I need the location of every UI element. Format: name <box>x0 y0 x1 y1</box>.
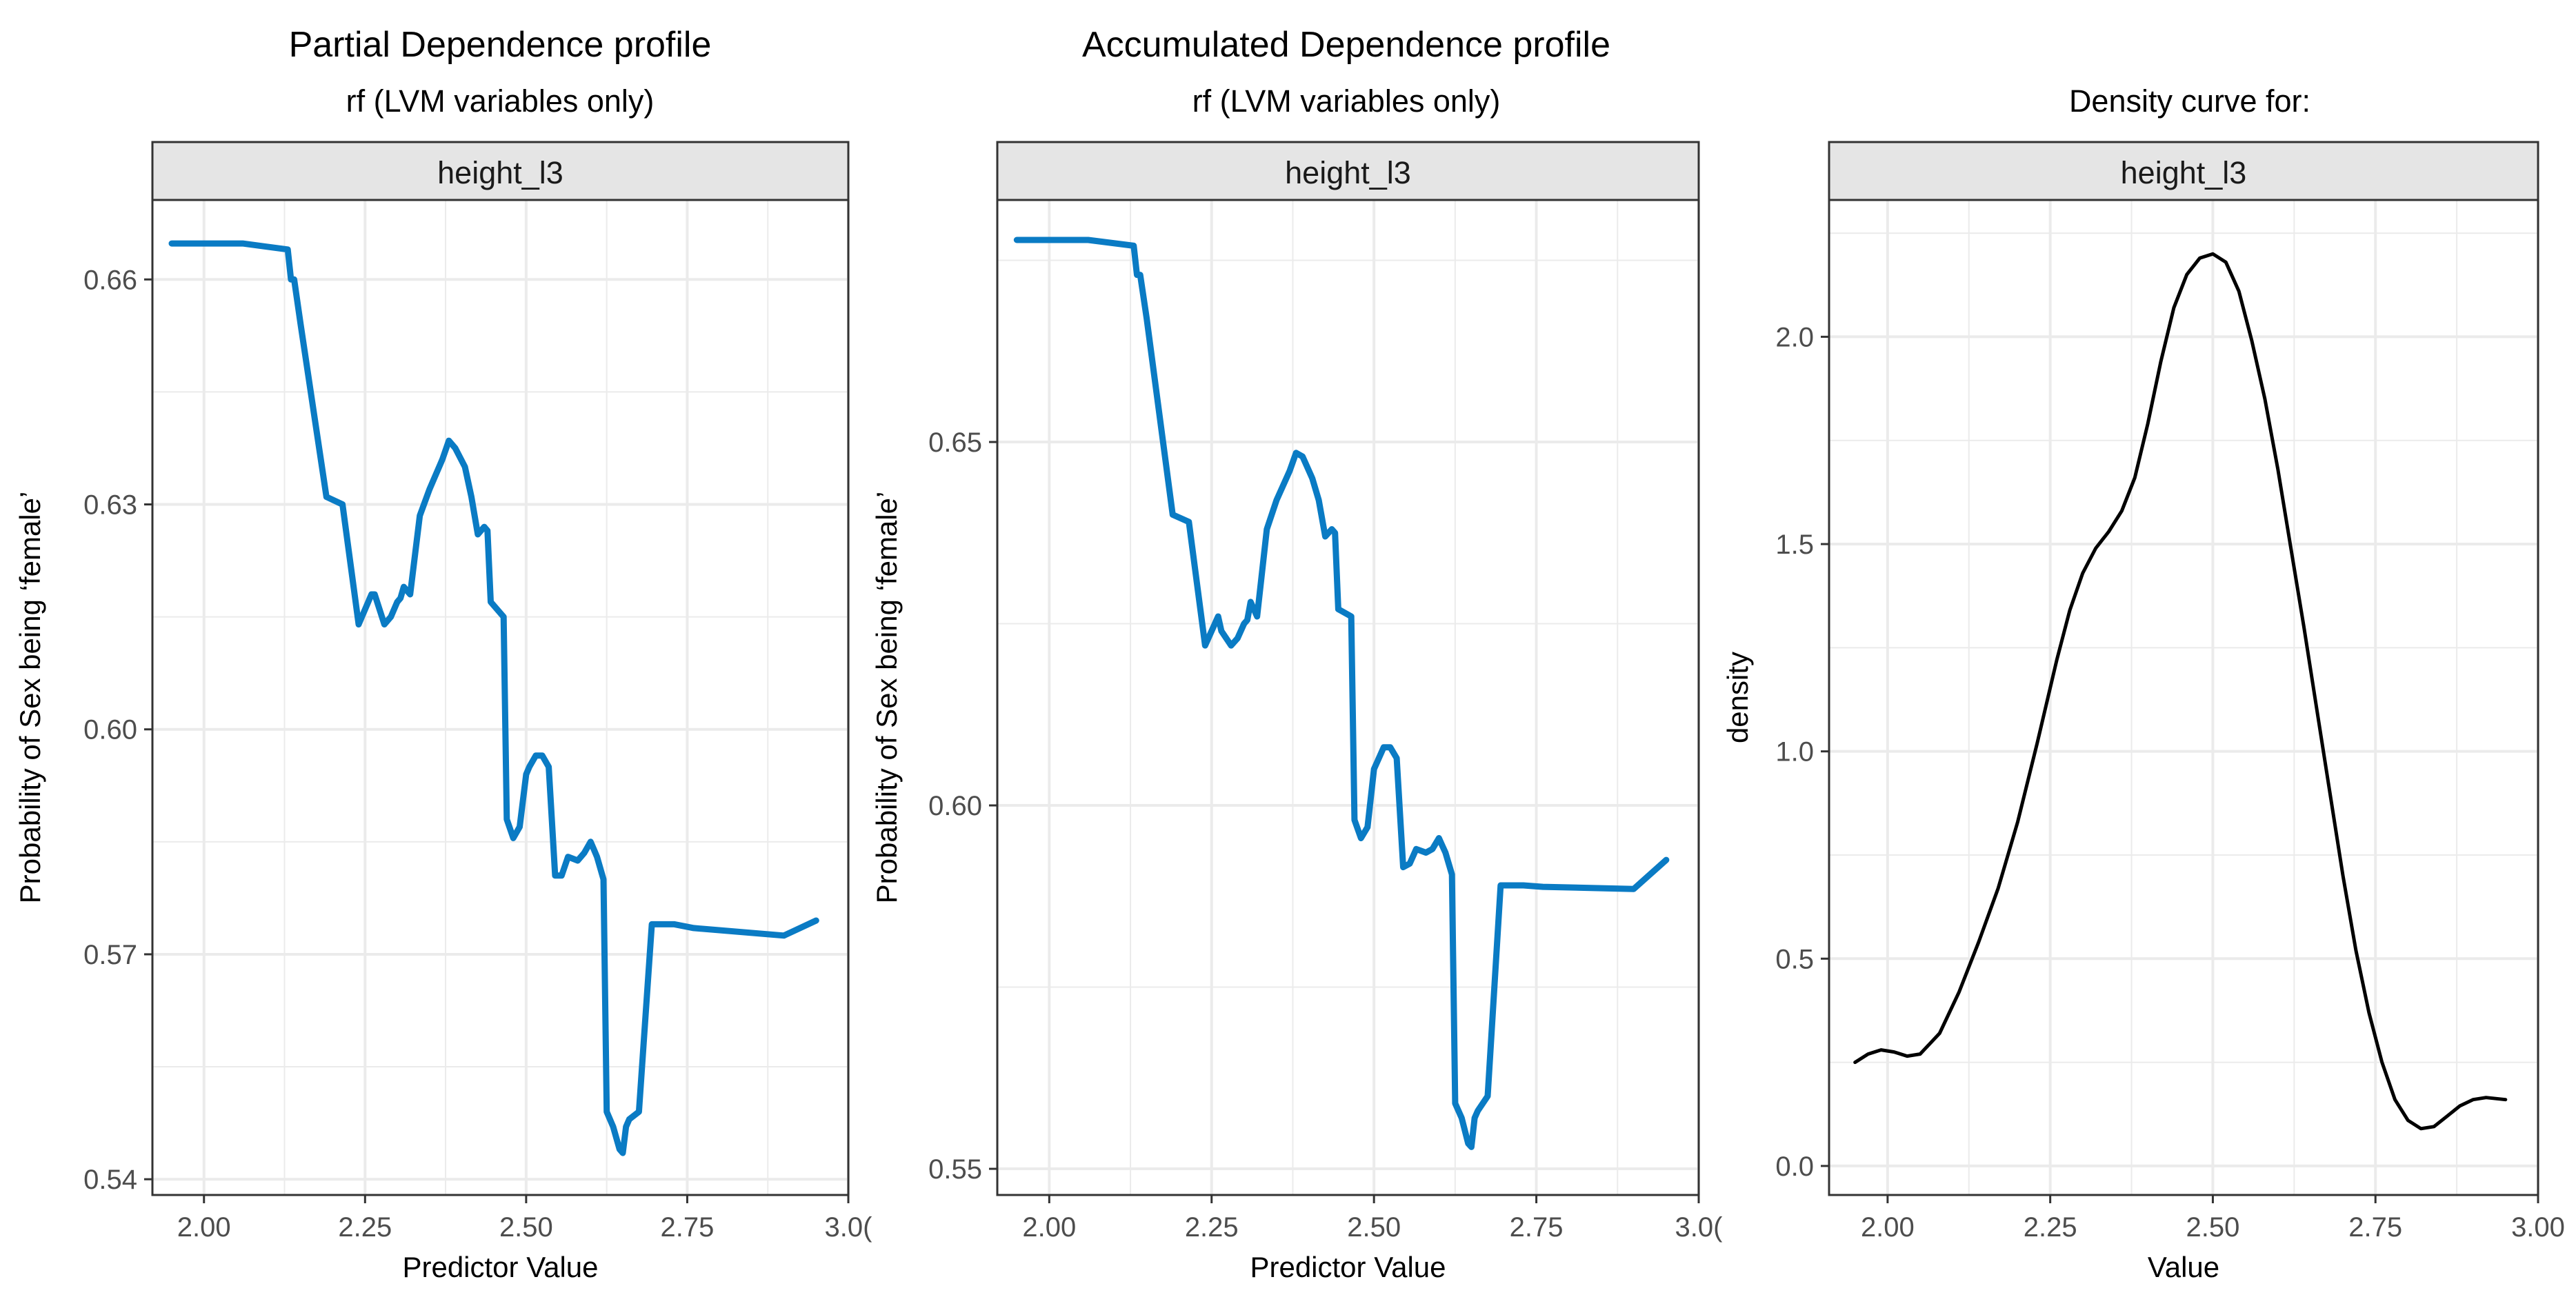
y-tick-label: 1.5 <box>1775 530 1814 560</box>
y-tick-label: 0.60 <box>928 791 982 821</box>
x-tick-label: 2.25 <box>338 1212 392 1243</box>
x-tick-label: 3.00 <box>2511 1212 2565 1243</box>
x-tick-label: 2.00 <box>177 1212 231 1243</box>
axes: 2.00 2.25 2.50 2.75 3.00 0.0 0.5 1.0 1.5 2.0 <box>1775 322 2565 1243</box>
x-tick-label: 2.50 <box>1347 1212 1401 1243</box>
x-axis-label: Predictor Value <box>1250 1251 1446 1283</box>
axes: 2.00 2.25 2.50 2.75 3.0( 0.54 0.57 0.60 0.63 0.66 <box>83 265 872 1243</box>
x-tick-label: 2.50 <box>499 1212 553 1243</box>
chart-title: Accumulated Dependence profile <box>1082 25 1610 65</box>
x-tick-label: 3.0( <box>825 1212 873 1243</box>
x-tick-label: 2.25 <box>1185 1212 1239 1243</box>
y-tick-label: 0.63 <box>83 490 137 520</box>
panel-border <box>1828 199 2539 1196</box>
y-tick-label: 0.66 <box>83 265 137 295</box>
y-tick-label: 0.55 <box>928 1154 982 1185</box>
chart-panel-1: Partial Dependence profile rf (LVM variab… <box>14 25 872 1283</box>
facet-label: height_l3 <box>437 155 563 190</box>
gridlines <box>997 200 1700 1195</box>
facet-label: height_l3 <box>1285 155 1411 190</box>
series-line <box>168 240 819 1156</box>
gridlines <box>1829 200 2539 1195</box>
x-axis-label: Predictor Value <box>402 1251 598 1283</box>
series-line <box>1013 237 1670 1150</box>
y-tick-label: 0.65 <box>928 428 982 458</box>
y-tick-label: 0.57 <box>83 940 137 970</box>
y-tick-label: 0.60 <box>83 715 137 745</box>
chart-panel-2: Accumulated Dependence profile rf (LVM va… <box>870 25 1723 1283</box>
y-tick-label: 0.0 <box>1775 1152 1814 1182</box>
y-tick-label: 0.54 <box>83 1165 137 1195</box>
x-axis-label: Value <box>2148 1251 2219 1283</box>
facet-strip <box>996 141 1700 201</box>
plot-area <box>1829 200 2538 1195</box>
x-tick-label: 2.50 <box>2186 1212 2240 1243</box>
x-tick-label: 3.0( <box>1675 1212 1724 1243</box>
chart-panel-3: Density curve for:height_l32.00 2.25 2.50 2… <box>1721 83 2565 1283</box>
chart-title: Partial Dependence profile <box>289 25 712 65</box>
x-tick-label: 2.25 <box>2024 1212 2077 1243</box>
x-tick-label: 2.75 <box>1510 1212 1564 1243</box>
chart-subtitle: Density curve for: <box>2069 83 2310 119</box>
y-tick-label: 0.5 <box>1775 944 1814 974</box>
facet-strip <box>151 141 850 201</box>
x-tick-label: 2.00 <box>1022 1212 1076 1243</box>
x-tick-label: 2.75 <box>2348 1212 2402 1243</box>
x-tick-label: 2.75 <box>661 1212 715 1243</box>
panel-border <box>151 199 850 1196</box>
y-axis-label: Probability of Sex being ‘female’ <box>870 492 903 904</box>
plot-area <box>997 200 1699 1195</box>
y-axis-label: density <box>1721 652 1754 743</box>
chart-subtitle: rf (LVM variables only) <box>346 83 655 119</box>
y-tick-label: 1.0 <box>1775 737 1814 767</box>
series-line <box>1853 252 2508 1131</box>
y-axis-label: Probability of Sex being ‘female’ <box>14 492 46 904</box>
y-tick-label: 2.0 <box>1775 322 1814 352</box>
chart-subtitle: rf (LVM variables only) <box>1192 83 1501 119</box>
facet-label: height_l3 <box>2121 155 2247 190</box>
panel-border <box>996 199 1700 1196</box>
plot-area <box>152 200 848 1195</box>
axes: 2.00 2.25 2.50 2.75 3.0( 0.55 0.60 0.65 <box>928 428 1723 1243</box>
x-tick-label: 2.00 <box>1861 1212 1915 1243</box>
